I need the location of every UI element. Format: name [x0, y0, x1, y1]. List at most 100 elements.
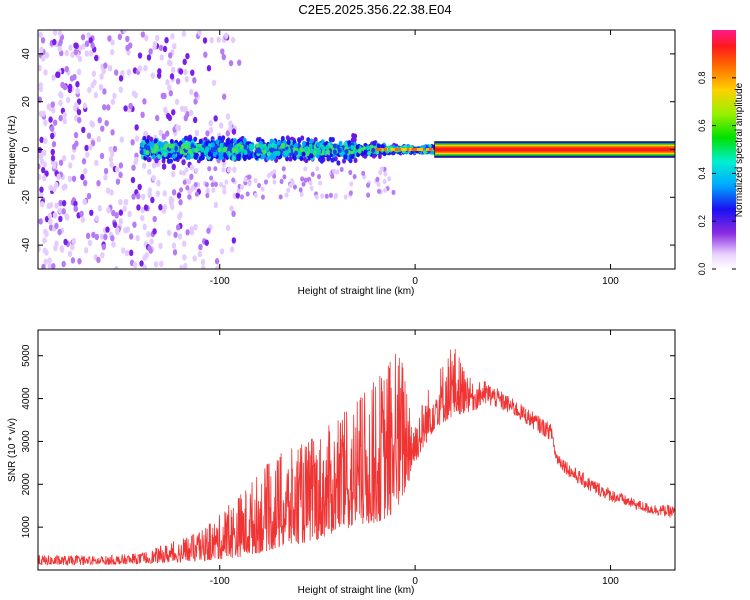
- spectrogram-band-cell: [207, 166, 212, 172]
- spectrogram-band-cell: [318, 156, 323, 163]
- spectrogram-band-cell: [317, 174, 322, 180]
- spectrogram-band-cell: [187, 194, 192, 200]
- spectrogram-noise-cell: [168, 196, 173, 203]
- spectrogram-noise-cell: [111, 209, 116, 217]
- spectrogram-noise-cell: [100, 125, 105, 132]
- spectrogram-y-label: Frequency (Hz): [7, 116, 18, 185]
- spectrogram-noise-cell: [43, 137, 48, 145]
- spectrogram-noise-cell: [181, 30, 187, 37]
- spectrogram-band-cell: [204, 182, 209, 188]
- spectrogram-noise-cell: [83, 247, 89, 254]
- spectrogram-band-cell: [145, 150, 150, 156]
- spectrogram-band-cell: [262, 149, 267, 155]
- spectrogram-band-cell: [179, 149, 184, 155]
- spectrogram-noise-cell: [171, 189, 177, 196]
- spectrogram-noise-cell: [99, 233, 105, 240]
- spectrogram-noise-cell: [137, 65, 143, 72]
- spectrogram-noise-cell: [173, 231, 178, 238]
- spectrogram-noise-cell: [172, 249, 178, 256]
- spectrogram-noise-cell: [114, 226, 120, 234]
- spectrogram-band-cell: [273, 143, 278, 150]
- spectrogram-noise-cell: [161, 163, 167, 170]
- spectrogram-noise-cell: [78, 44, 83, 52]
- spectrogram-noise-cell: [161, 133, 166, 140]
- spectrogram-noise-cell: [194, 129, 200, 137]
- spectrogram-noise-cell: [77, 258, 82, 265]
- spectrogram-band-cell: [281, 166, 286, 172]
- spectrogram-noise-cell: [232, 166, 237, 173]
- spectrogram-band-cell: [234, 147, 239, 154]
- spectrogram-noise-cell: [225, 130, 231, 137]
- spectrogram-noise-cell: [96, 135, 101, 143]
- spectrogram-noise-cell: [103, 174, 108, 181]
- spectrogram-noise-cell: [170, 33, 175, 40]
- spectrogram-hot-cell: [417, 148, 421, 151]
- spectrogram-noise-cell: [101, 67, 106, 75]
- spectrogram-noise-cell: [224, 32, 229, 39]
- spectrogram-noise-cell: [143, 131, 149, 138]
- spectrogram-noise-cell: [85, 151, 90, 158]
- spectrogram-noise-cell: [167, 84, 172, 91]
- spectrogram-noise-cell: [40, 37, 46, 44]
- spectrogram-band-cell: [269, 147, 274, 154]
- spectrogram-band-cell: [211, 142, 216, 148]
- spectrogram-band-cell: [248, 143, 253, 149]
- spectrogram-band-cell: [285, 135, 290, 141]
- spectrogram-band-cell: [382, 178, 387, 185]
- spectrogram-noise-cell: [64, 65, 69, 73]
- spectrogram-noise-cell: [71, 237, 77, 245]
- spectrogram-noise-cell: [108, 156, 114, 163]
- spectrogram-noise-cell: [134, 124, 139, 131]
- spectrogram-noise-cell: [133, 158, 138, 166]
- spectrogram-noise-cell: [50, 132, 55, 140]
- spectrogram-band-cell: [153, 138, 158, 144]
- spectrogram-band-cell: [267, 143, 272, 149]
- spectrogram-band-cell: [239, 194, 244, 200]
- spectrogram-noise-cell: [118, 86, 124, 93]
- spectrogram-noise-cell: [175, 78, 181, 85]
- spectrogram-noise-cell: [107, 35, 112, 42]
- spectrogram-noise-cell: [203, 51, 208, 58]
- spectrogram-band-cell: [286, 139, 291, 146]
- spectrogram-noise-cell: [58, 215, 63, 223]
- spectrogram-noise-cell: [48, 202, 54, 209]
- spectrogram-noise-cell: [39, 46, 44, 54]
- spectrogram-noise-cell: [213, 115, 218, 122]
- spectrogram-noise-cell: [183, 106, 188, 113]
- snr-y-label: SNR (10 * v/v): [7, 418, 18, 482]
- spectrogram-noise-cell: [47, 212, 52, 219]
- spectrogram-noise-cell: [179, 264, 184, 269]
- spectrogram-noise-cell: [79, 210, 84, 218]
- spectrogram-noise-cell: [229, 246, 235, 253]
- spectrogram-band-cell: [326, 156, 331, 162]
- spectrogram-noise-cell: [192, 77, 197, 84]
- spectrogram-band-cell: [379, 166, 384, 172]
- spectrogram-band-cell: [361, 170, 366, 176]
- spectrogram-noise-cell: [140, 31, 146, 38]
- spectrogram-hot-cell: [429, 148, 433, 151]
- spectrogram-noise-cell: [73, 205, 79, 212]
- spectrogram-band-cell: [139, 149, 144, 155]
- spectrogram-noise-cell: [73, 200, 78, 207]
- spectrogram-noise-cell: [51, 107, 56, 114]
- spectrogram-noise-cell: [51, 74, 56, 81]
- spectrogram-noise-cell: [54, 222, 59, 230]
- spectrogram-noise-cell: [165, 130, 170, 137]
- spectrogram-noise-cell: [147, 187, 153, 194]
- spectrogram-band-cell: [372, 153, 377, 159]
- spectrogram-noise-cell: [82, 102, 88, 109]
- spectrogram-noise-cell: [140, 111, 145, 119]
- spectrogram-noise-cell: [68, 44, 73, 51]
- spectrogram-band-cell: [243, 144, 248, 150]
- spectrogram-noise-cell: [57, 207, 63, 214]
- colorbar-tick-label: 0.8: [697, 72, 707, 85]
- spectrogram-noise-cell: [66, 96, 71, 104]
- spectrogram-band-cell: [171, 143, 176, 149]
- spectrogram-band-cell: [239, 184, 244, 190]
- spectrogram-noise-cell: [44, 52, 50, 59]
- spectrogram-band-cell: [383, 171, 388, 177]
- spectrogram-noise-cell: [147, 245, 152, 252]
- spectrogram-band-cell: [260, 186, 265, 192]
- spectrogram-noise-cell: [118, 171, 123, 179]
- spectrogram-noise-cell: [106, 206, 111, 214]
